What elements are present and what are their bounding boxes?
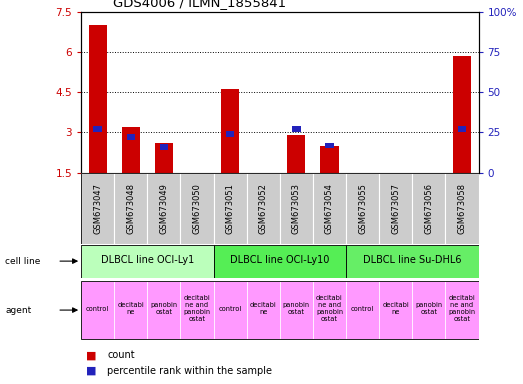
Bar bbox=[280, 173, 313, 244]
Bar bbox=[412, 281, 446, 339]
Bar bbox=[313, 281, 346, 339]
Bar bbox=[453, 56, 471, 173]
Text: GSM673049: GSM673049 bbox=[160, 183, 168, 234]
Text: GSM673057: GSM673057 bbox=[391, 183, 400, 234]
Bar bbox=[446, 281, 479, 339]
Text: count: count bbox=[107, 350, 135, 360]
Bar bbox=[247, 281, 280, 339]
Bar bbox=[94, 126, 102, 132]
Bar bbox=[81, 173, 114, 244]
Bar bbox=[160, 144, 168, 150]
Bar bbox=[346, 245, 479, 278]
Text: panobin
ostat: panobin ostat bbox=[150, 302, 177, 315]
Text: decitabi
ne: decitabi ne bbox=[250, 302, 277, 315]
Bar bbox=[247, 173, 280, 244]
Bar bbox=[147, 173, 180, 244]
Bar bbox=[321, 146, 338, 173]
Bar bbox=[379, 281, 412, 339]
Text: GSM673054: GSM673054 bbox=[325, 183, 334, 234]
Text: GSM673053: GSM673053 bbox=[292, 183, 301, 234]
Text: decitabi
ne and
panobin
ostat: decitabi ne and panobin ostat bbox=[316, 295, 343, 323]
Bar bbox=[213, 173, 247, 244]
Text: decitabi
ne: decitabi ne bbox=[382, 302, 409, 315]
Bar bbox=[325, 142, 334, 148]
Text: decitabi
ne and
panobin
ostat: decitabi ne and panobin ostat bbox=[184, 295, 211, 323]
Text: control: control bbox=[351, 306, 374, 312]
Bar bbox=[346, 173, 379, 244]
Bar bbox=[147, 281, 180, 339]
Text: GSM673055: GSM673055 bbox=[358, 183, 367, 234]
Text: panobin
ostat: panobin ostat bbox=[415, 302, 442, 315]
Bar bbox=[88, 25, 107, 173]
Bar bbox=[280, 281, 313, 339]
Bar bbox=[81, 281, 114, 339]
Text: control: control bbox=[86, 306, 109, 312]
Text: cell line: cell line bbox=[5, 257, 41, 266]
Bar bbox=[412, 173, 446, 244]
Text: DLBCL line OCI-Ly1: DLBCL line OCI-Ly1 bbox=[101, 255, 194, 265]
Bar bbox=[114, 281, 147, 339]
Bar bbox=[180, 173, 213, 244]
Bar bbox=[313, 173, 346, 244]
Bar bbox=[213, 245, 346, 278]
Bar bbox=[155, 143, 173, 173]
Bar bbox=[446, 173, 479, 244]
Bar bbox=[379, 173, 412, 244]
Bar bbox=[221, 89, 239, 173]
Bar bbox=[346, 281, 379, 339]
Text: ■: ■ bbox=[86, 350, 97, 360]
Bar bbox=[81, 245, 213, 278]
Text: GDS4006 / ILMN_1855841: GDS4006 / ILMN_1855841 bbox=[113, 0, 286, 9]
Text: DLBCL line Su-DHL6: DLBCL line Su-DHL6 bbox=[363, 255, 462, 265]
Text: GSM673052: GSM673052 bbox=[259, 183, 268, 234]
Text: decitabi
ne and
panobin
ostat: decitabi ne and panobin ostat bbox=[448, 295, 475, 323]
Text: DLBCL line OCI-Ly10: DLBCL line OCI-Ly10 bbox=[230, 255, 329, 265]
Text: GSM673048: GSM673048 bbox=[126, 183, 135, 234]
Bar bbox=[213, 281, 247, 339]
Bar bbox=[292, 126, 301, 132]
Text: ■: ■ bbox=[86, 366, 97, 376]
Bar bbox=[114, 173, 147, 244]
Text: percentile rank within the sample: percentile rank within the sample bbox=[107, 366, 272, 376]
Text: GSM673056: GSM673056 bbox=[424, 183, 434, 234]
Text: decitabi
ne: decitabi ne bbox=[117, 302, 144, 315]
Text: GSM673051: GSM673051 bbox=[225, 183, 235, 234]
Text: GSM673050: GSM673050 bbox=[192, 183, 201, 234]
Text: GSM673058: GSM673058 bbox=[458, 183, 467, 234]
Bar bbox=[458, 126, 466, 132]
Text: agent: agent bbox=[5, 306, 31, 314]
Bar bbox=[122, 127, 140, 173]
Text: control: control bbox=[219, 306, 242, 312]
Bar bbox=[180, 281, 213, 339]
Bar bbox=[287, 135, 305, 173]
Text: panobin
ostat: panobin ostat bbox=[283, 302, 310, 315]
Bar bbox=[127, 134, 135, 140]
Bar bbox=[226, 131, 234, 137]
Text: GSM673047: GSM673047 bbox=[93, 183, 102, 234]
